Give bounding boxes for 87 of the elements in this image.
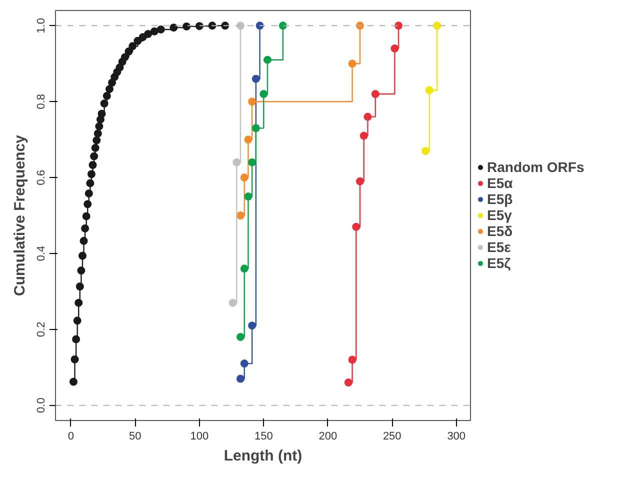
point	[88, 161, 97, 169]
point	[73, 316, 82, 325]
x-tick-label: 200	[318, 430, 338, 442]
point	[348, 356, 356, 364]
point	[278, 22, 287, 30]
x-tick-label: 250	[382, 430, 402, 442]
point	[425, 86, 434, 94]
point	[91, 144, 100, 152]
point	[252, 124, 260, 132]
point	[84, 189, 93, 198]
legend-label: E5ζ	[487, 255, 511, 271]
point	[69, 378, 78, 386]
point	[87, 170, 96, 178]
point	[74, 298, 83, 307]
point	[348, 60, 356, 68]
x-tick-label: 100	[190, 430, 209, 442]
point	[433, 22, 442, 30]
point	[240, 264, 248, 273]
y-tick-label: 0.4	[36, 246, 48, 262]
legend-label: E5γ	[487, 207, 512, 223]
point	[70, 355, 79, 364]
point	[228, 298, 237, 307]
legend-label: E5δ	[487, 223, 513, 239]
point	[244, 136, 252, 144]
point	[232, 158, 241, 166]
point	[100, 100, 108, 108]
legend-label: E5α	[487, 175, 513, 191]
point	[124, 48, 133, 56]
point	[195, 22, 204, 30]
point	[236, 332, 245, 341]
point	[356, 177, 364, 186]
point	[252, 74, 260, 83]
point	[371, 90, 380, 98]
point	[248, 98, 256, 106]
point	[156, 25, 165, 34]
y-axis-title: Cumulative Frequency	[12, 134, 28, 296]
x-tick-label: 300	[447, 430, 466, 442]
point	[98, 110, 106, 118]
point	[90, 152, 98, 160]
point	[236, 374, 245, 383]
point	[76, 282, 84, 290]
x-axis-title: Length (nt)	[224, 448, 302, 464]
y-tick-label: 1.0	[36, 18, 48, 34]
legend-label: E5β	[487, 191, 513, 207]
point	[248, 322, 256, 330]
point	[86, 179, 94, 188]
point	[128, 42, 137, 50]
point	[120, 53, 129, 62]
point	[144, 30, 152, 38]
point	[364, 112, 372, 121]
point	[240, 174, 248, 182]
y-tick-label: 0.8	[36, 94, 48, 110]
point	[390, 44, 399, 52]
point	[81, 224, 90, 232]
point	[182, 22, 191, 30]
point	[92, 136, 101, 144]
point	[360, 132, 368, 140]
point	[344, 378, 352, 387]
point	[72, 335, 80, 344]
point	[77, 266, 86, 275]
point	[82, 212, 90, 220]
point	[240, 360, 248, 368]
point	[80, 236, 88, 245]
y-tick-label: 0.6	[36, 170, 48, 186]
point	[236, 212, 245, 220]
y-tick-label: 0.2	[36, 322, 48, 338]
x-tick-label: 150	[254, 430, 273, 442]
legend-label: Random ORFs	[487, 159, 584, 175]
point	[78, 252, 86, 260]
point	[244, 192, 252, 201]
point	[394, 22, 403, 30]
point	[248, 158, 256, 166]
point	[102, 92, 111, 100]
x-tick-label: 50	[129, 430, 142, 442]
point	[260, 90, 268, 98]
point	[263, 56, 272, 64]
point	[84, 200, 92, 208]
point	[170, 24, 178, 32]
point	[95, 122, 104, 130]
point	[105, 85, 114, 94]
point	[352, 222, 360, 231]
point	[94, 130, 102, 138]
legend-label: E5ε	[487, 239, 511, 255]
x-tick-label: 0	[68, 430, 74, 442]
y-tick-label: 0.0	[36, 398, 48, 413]
point	[150, 27, 158, 36]
point	[422, 146, 430, 155]
